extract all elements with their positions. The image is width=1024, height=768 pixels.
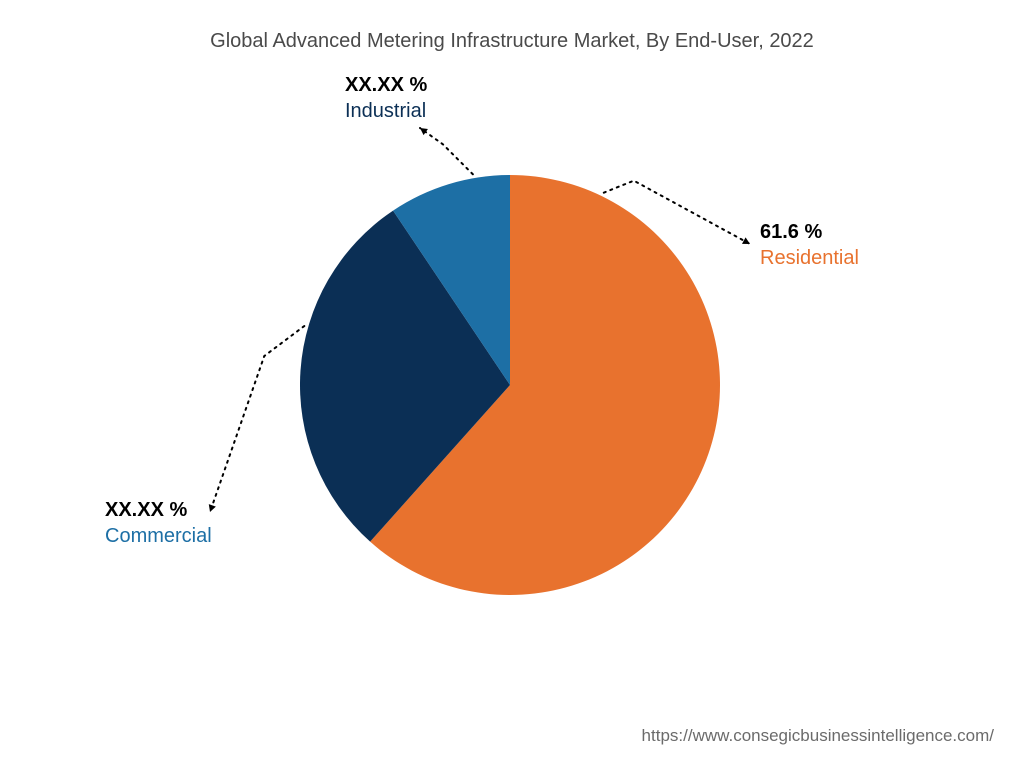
label-industrial: XX.XX % Industrial — [345, 72, 427, 124]
arrowhead-residential — [742, 237, 750, 244]
chart-container: Global Advanced Metering Infrastructure … — [0, 0, 1024, 768]
label-residential: 61.6 % Residential — [760, 219, 859, 271]
pct-residential: 61.6 % — [760, 219, 859, 245]
name-commercial: Commercial — [105, 523, 212, 549]
footer-url: https://www.consegicbusinessintelligence… — [642, 726, 994, 746]
pct-commercial: XX.XX % — [105, 497, 212, 523]
pct-industrial: XX.XX % — [345, 72, 427, 98]
pie-chart — [0, 0, 1024, 768]
arrowhead-industrial — [420, 128, 428, 135]
name-residential: Residential — [760, 245, 859, 271]
leader-commercial — [210, 326, 304, 512]
label-commercial: XX.XX % Commercial — [105, 497, 212, 549]
name-industrial: Industrial — [345, 98, 427, 124]
leader-industrial — [420, 128, 473, 174]
